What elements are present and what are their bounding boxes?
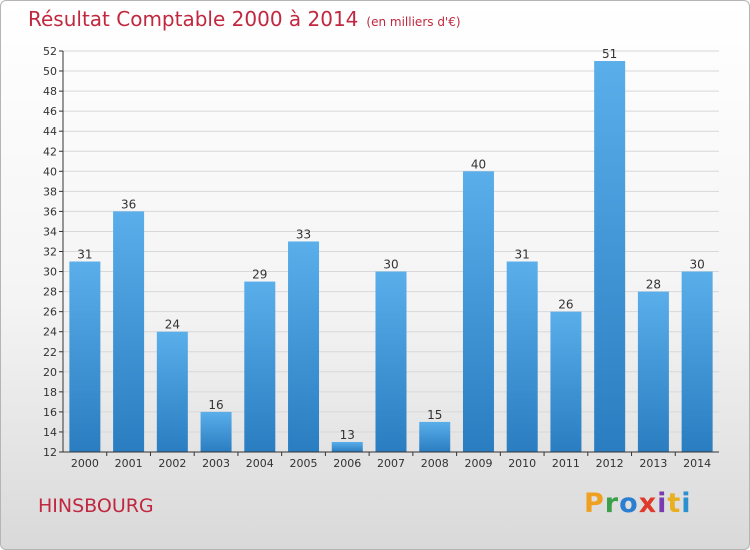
proxiti-logo: Proxiti [584, 488, 692, 519]
chart-title: Résultat Comptable 2000 à 2014 (en millie… [28, 7, 461, 31]
y-tick-label: 44 [43, 125, 57, 138]
x-tick-label: 2004 [246, 457, 274, 470]
x-tick-label: 2012 [596, 457, 624, 470]
bar-2005 [288, 241, 320, 452]
bar-2011 [550, 311, 582, 452]
bar-value-label: 26 [558, 298, 573, 312]
x-tick-label: 2008 [421, 457, 449, 470]
bar-value-label: 13 [340, 428, 355, 442]
x-tick-label: 2011 [552, 457, 580, 470]
y-tick-label: 36 [43, 205, 57, 218]
y-tick-label: 20 [43, 366, 57, 379]
bar-value-label: 16 [208, 398, 223, 412]
y-tick-label: 42 [43, 145, 57, 158]
bar-2002 [156, 331, 188, 452]
y-tick-label: 38 [43, 185, 57, 198]
y-tick-label: 30 [43, 266, 57, 279]
logo-letter: t [667, 488, 682, 519]
logo-letter: o [619, 488, 639, 519]
y-tick-label: 50 [43, 65, 57, 78]
y-tick-label: 46 [43, 105, 57, 118]
y-axis: 12 14 16 18 20 22 24 26 28 30 32 34 36 38 40 42 44 46 48 50… [43, 45, 64, 459]
bar-value-label: 28 [646, 278, 661, 292]
bar-2009 [462, 171, 494, 453]
town-name: HINSBOURG [38, 495, 154, 517]
bar-2010 [506, 261, 538, 452]
bars: 31 36 24 16 29 33 13 30 15 40 31 26 51 28 30 [69, 47, 713, 453]
bar-value-label: 30 [689, 258, 704, 272]
x-tick-label: 2007 [377, 457, 405, 470]
bar-2006 [331, 441, 363, 452]
y-tick-label: 12 [43, 446, 57, 459]
logo-letter: i [681, 488, 692, 519]
chart-title-text: Résultat Comptable 2000 à 2014 [28, 7, 359, 31]
bar-value-label: 30 [383, 258, 398, 272]
bar-2008 [419, 421, 451, 452]
bar-2012 [594, 61, 626, 453]
x-tick-label: 2000 [71, 457, 99, 470]
bar-value-label: 33 [296, 227, 311, 241]
x-tick-label: 2001 [115, 457, 143, 470]
y-tick-label: 14 [43, 426, 57, 439]
logo-letter: r [604, 488, 620, 519]
x-tick-label: 2010 [508, 457, 536, 470]
bar-value-label: 31 [515, 248, 530, 262]
bar-2003 [200, 411, 232, 452]
bar-value-label: 40 [471, 157, 486, 171]
logo-letter: P [584, 488, 605, 519]
x-tick-label: 2013 [639, 457, 667, 470]
y-tick-label: 52 [43, 45, 57, 58]
y-tick-label: 16 [43, 406, 57, 419]
x-tick-label: 2009 [464, 457, 492, 470]
chart-unit: (en milliers d'€) [366, 15, 461, 29]
bar-2007 [375, 271, 407, 452]
y-tick-label: 32 [43, 246, 57, 259]
bar-value-label: 36 [121, 197, 136, 211]
bar-2001 [113, 211, 145, 452]
y-tick-label: 34 [43, 225, 57, 238]
x-tick-label: 2006 [333, 457, 361, 470]
x-tick-label: 2003 [202, 457, 230, 470]
bar-2013 [637, 291, 669, 452]
x-tick-label: 2005 [290, 457, 318, 470]
y-tick-label: 48 [43, 85, 57, 98]
x-tick-label: 2014 [683, 457, 711, 470]
bar-value-label: 24 [165, 318, 180, 332]
bar-2004 [244, 281, 276, 452]
bar-value-label: 15 [427, 408, 442, 422]
logo-letter: x [638, 488, 658, 519]
y-tick-label: 40 [43, 165, 57, 178]
y-tick-label: 24 [43, 326, 57, 339]
logo-letter: i [657, 488, 668, 519]
y-tick-label: 26 [43, 306, 57, 319]
y-tick-label: 28 [43, 286, 57, 299]
bar-value-label: 29 [252, 268, 267, 282]
x-axis: 2000 2001 2002 2003 2004 2005 2006 2007 2008 2009… [63, 451, 719, 470]
bar-value-label: 31 [77, 248, 92, 262]
y-tick-label: 22 [43, 346, 57, 359]
y-tick-label: 18 [43, 386, 57, 399]
bar-2014 [681, 271, 713, 452]
bar-value-label: 51 [602, 47, 617, 61]
x-tick-label: 2002 [158, 457, 186, 470]
bar-2000 [69, 261, 101, 452]
